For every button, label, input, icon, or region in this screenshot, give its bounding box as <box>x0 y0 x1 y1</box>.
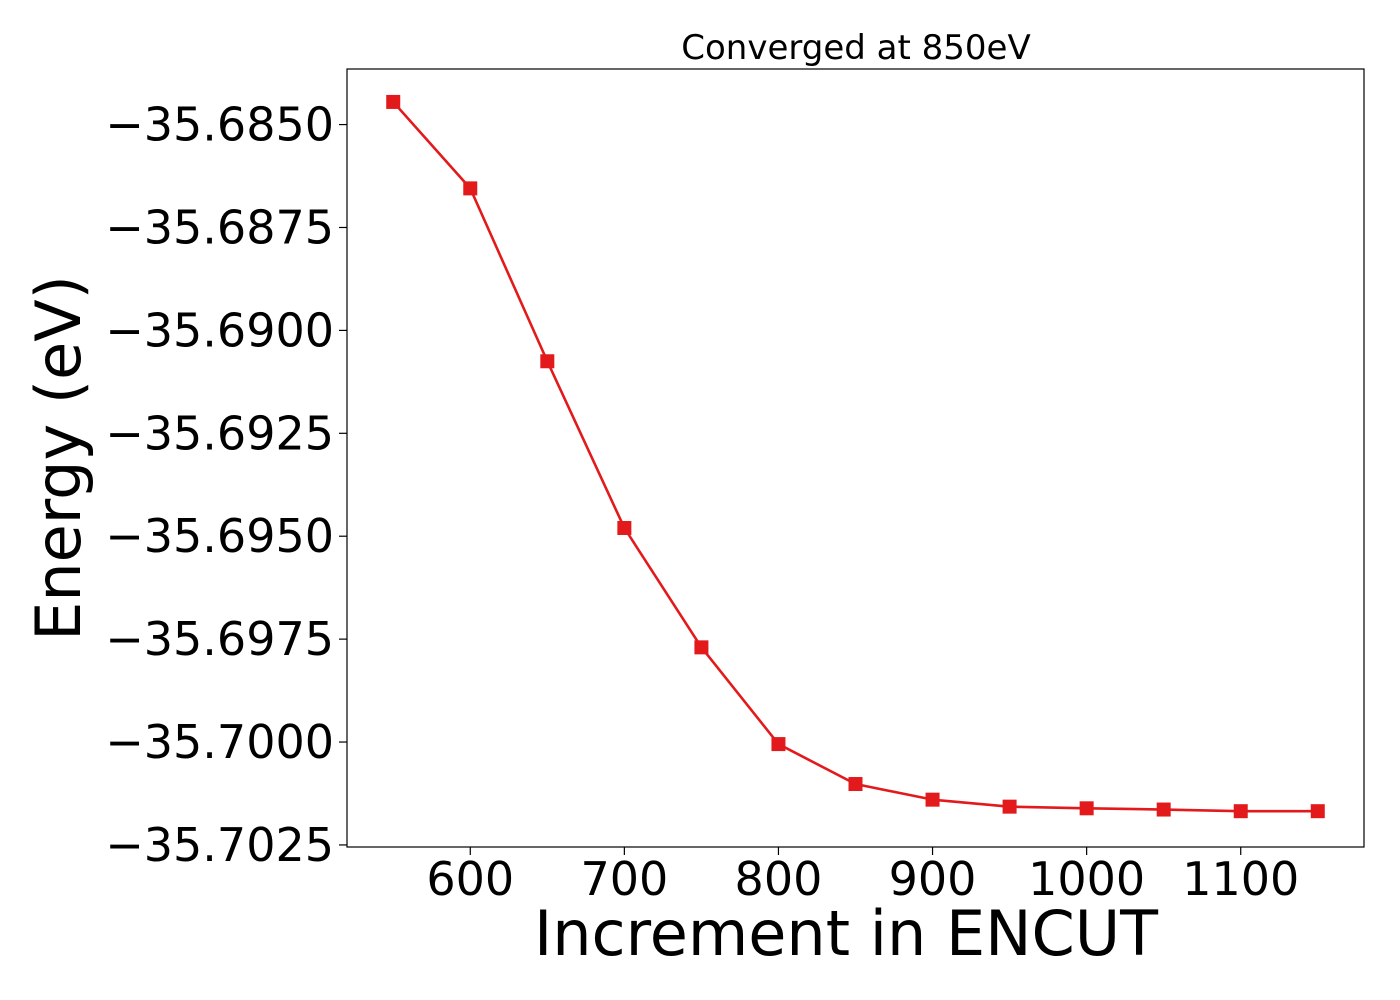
data-point-marker <box>1156 802 1171 817</box>
data-point-marker <box>1079 801 1094 816</box>
data-point-marker <box>540 354 555 369</box>
y-tick-label: −35.7000 <box>105 715 334 769</box>
y-tick-label: −35.6925 <box>105 406 334 460</box>
x-tick-label: 800 <box>735 852 823 906</box>
data-point-marker <box>386 94 401 109</box>
x-tick-label: 700 <box>580 852 668 906</box>
chart-title: Converged at 850eV <box>681 28 1030 68</box>
data-point-marker <box>694 640 709 655</box>
data-point-marker <box>848 777 863 792</box>
x-tick-label: 600 <box>426 852 514 906</box>
y-tick-label: −35.6950 <box>105 509 334 563</box>
plot-frame <box>346 68 1365 848</box>
y-tick-label: −35.7025 <box>105 818 334 872</box>
data-point-marker <box>1233 804 1248 819</box>
y-tick-label: −35.6975 <box>105 612 334 666</box>
data-point-marker <box>617 520 632 535</box>
data-point-marker <box>463 181 478 196</box>
data-point-marker <box>1310 804 1325 819</box>
plot-area: 600 700 800 900 1000 1100 −35.6850 −35.6875 −35.… <box>105 68 1365 906</box>
data-point-marker <box>1002 799 1017 814</box>
y-tick-label: −35.6900 <box>105 303 334 357</box>
y-tick-label: −35.6875 <box>105 200 334 254</box>
x-tick-label: 1000 <box>1028 852 1145 906</box>
x-tick-label: 1100 <box>1182 852 1299 906</box>
x-axis-label: Increment in ENCUT <box>534 897 1159 970</box>
x-tick-label: 900 <box>889 852 977 906</box>
data-point-marker <box>771 737 786 752</box>
y-tick-label: −35.6850 <box>105 98 334 152</box>
y-axis-label: Energy (eV) <box>22 275 95 641</box>
data-point-marker <box>925 792 940 807</box>
series-line <box>392 101 1318 813</box>
